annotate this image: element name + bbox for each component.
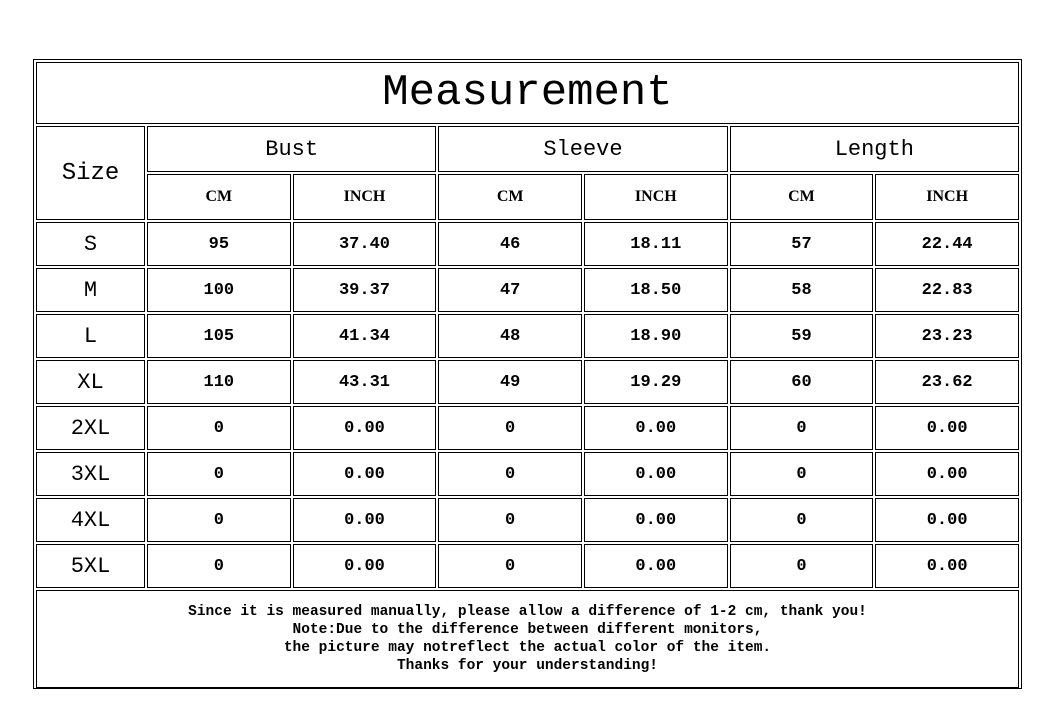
size-cell: 4XL — [36, 498, 145, 542]
value-cell: 23.23 — [875, 314, 1019, 358]
value-cell: 37.40 — [292, 222, 437, 266]
value-cell: 0 — [147, 498, 291, 542]
value-cell: 100 — [147, 268, 291, 312]
size-cell: S — [36, 222, 145, 266]
note-line: Thanks for your understanding! — [396, 658, 659, 674]
value-cell: 43.31 — [292, 360, 437, 404]
value-cell: 0.00 — [292, 498, 437, 542]
size-cell: L — [36, 314, 145, 358]
measurement-table: Measurement Size Bust Sleeve Length CM IN… — [34, 60, 1021, 690]
size-cell: 2XL — [36, 406, 145, 450]
unit-header: CM — [729, 174, 874, 220]
group-header-bust: Bust — [147, 126, 437, 172]
value-cell: 58 — [729, 268, 874, 312]
value-cell: 0 — [438, 452, 582, 496]
value-cell: 22.44 — [875, 222, 1019, 266]
table-title: Measurement — [36, 62, 1019, 124]
size-cell: M — [36, 268, 145, 312]
value-cell: 18.90 — [583, 314, 728, 358]
size-header: Size — [36, 126, 145, 220]
value-cell: 0.00 — [292, 406, 437, 450]
table-row: L 105 41.34 48 18.90 59 23.23 — [36, 314, 1019, 358]
value-cell: 0 — [147, 544, 291, 588]
value-cell: 18.50 — [583, 268, 728, 312]
disclaimer-note: Since it is measured manually, please al… — [36, 590, 1019, 688]
unit-header: INCH — [292, 174, 437, 220]
value-cell: 0 — [729, 498, 874, 542]
value-cell: 0.00 — [583, 406, 728, 450]
value-cell: 105 — [147, 314, 291, 358]
table-row: M 100 39.37 47 18.50 58 22.83 — [36, 268, 1019, 312]
value-cell: 41.34 — [292, 314, 437, 358]
value-cell: 18.11 — [583, 222, 728, 266]
value-cell: 0 — [438, 406, 582, 450]
value-cell: 0.00 — [583, 498, 728, 542]
table-row: 5XL 0 0.00 0 0.00 0 0.00 — [36, 544, 1019, 588]
value-cell: 59 — [729, 314, 874, 358]
value-cell: 48 — [438, 314, 582, 358]
value-cell: 0 — [438, 544, 582, 588]
value-cell: 0.00 — [875, 498, 1019, 542]
value-cell: 49 — [438, 360, 582, 404]
group-header-length: Length — [729, 126, 1019, 172]
value-cell: 19.29 — [583, 360, 728, 404]
value-cell: 0 — [438, 498, 582, 542]
value-cell: 110 — [147, 360, 291, 404]
value-cell: 0 — [729, 406, 874, 450]
value-cell: 57 — [729, 222, 874, 266]
table-row: 3XL 0 0.00 0 0.00 0 0.00 — [36, 452, 1019, 496]
value-cell: 0 — [729, 544, 874, 588]
unit-header: INCH — [875, 174, 1019, 220]
table-row: XL 110 43.31 49 19.29 60 23.62 — [36, 360, 1019, 404]
unit-header: CM — [147, 174, 291, 220]
size-cell: 3XL — [36, 452, 145, 496]
value-cell: 0 — [729, 452, 874, 496]
note-line: the picture may notreflect the actual co… — [283, 640, 772, 656]
value-cell: 0.00 — [292, 452, 437, 496]
table-row: 4XL 0 0.00 0 0.00 0 0.00 — [36, 498, 1019, 542]
group-header-sleeve: Sleeve — [438, 126, 728, 172]
value-cell: 0.00 — [292, 544, 437, 588]
size-cell: 5XL — [36, 544, 145, 588]
value-cell: 0 — [147, 452, 291, 496]
value-cell: 95 — [147, 222, 291, 266]
value-cell: 0.00 — [583, 452, 728, 496]
size-cell: XL — [36, 360, 145, 404]
value-cell: 47 — [438, 268, 582, 312]
unit-header: INCH — [583, 174, 728, 220]
value-cell: 60 — [729, 360, 874, 404]
value-cell: 0 — [147, 406, 291, 450]
table-row: 2XL 0 0.00 0 0.00 0 0.00 — [36, 406, 1019, 450]
note-line: Note:Due to the difference between diffe… — [292, 622, 763, 638]
table-row: S 95 37.40 46 18.11 57 22.44 — [36, 222, 1019, 266]
unit-header: CM — [438, 174, 582, 220]
size-chart: Measurement Size Bust Sleeve Length CM IN… — [33, 59, 1022, 689]
value-cell: 46 — [438, 222, 582, 266]
value-cell: 39.37 — [292, 268, 437, 312]
note-line: Since it is measured manually, please al… — [188, 604, 867, 620]
value-cell: 0.00 — [875, 452, 1019, 496]
value-cell: 0.00 — [875, 544, 1019, 588]
value-cell: 0.00 — [583, 544, 728, 588]
value-cell: 22.83 — [875, 268, 1019, 312]
value-cell: 0.00 — [875, 406, 1019, 450]
value-cell: 23.62 — [875, 360, 1019, 404]
